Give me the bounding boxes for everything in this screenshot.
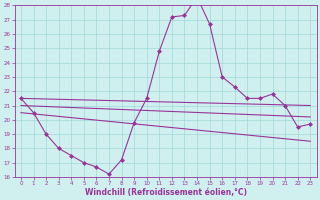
X-axis label: Windchill (Refroidissement éolien,°C): Windchill (Refroidissement éolien,°C): [84, 188, 247, 197]
